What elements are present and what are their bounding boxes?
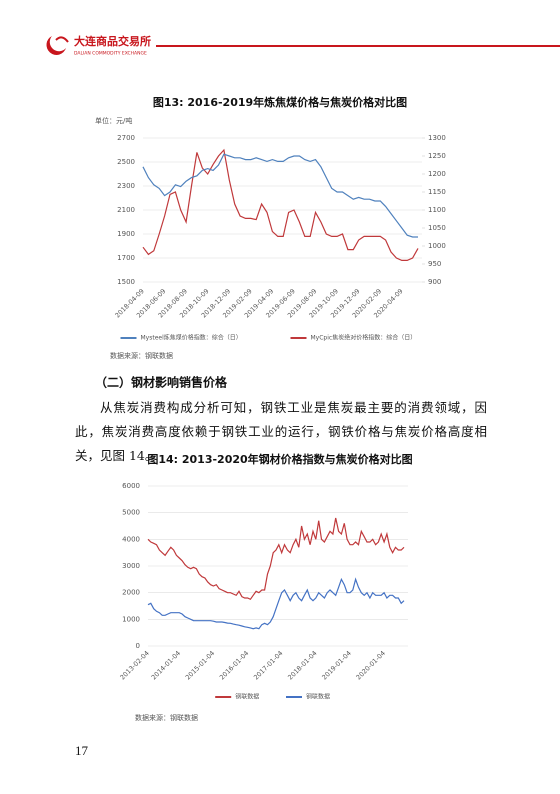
y-tick-label: 5000 <box>122 509 140 517</box>
y-tick-label: 0 <box>136 642 140 650</box>
x-tick-label: 2020-01-04 <box>355 649 387 681</box>
page-number: 17 <box>75 743 89 758</box>
y-tick-label: 1900 <box>117 230 135 238</box>
section-heading: （二）钢材影响销售价格 <box>95 375 228 390</box>
y2-tick-label: 1300 <box>428 134 446 142</box>
x-tick-label: 2019-01-04 <box>320 649 352 681</box>
x-tick-label: 2013-02-04 <box>118 649 150 681</box>
y2-tick-label: 1050 <box>428 224 446 232</box>
y-tick-label: 2300 <box>117 182 135 190</box>
y-tick-label: 2000 <box>122 589 140 597</box>
y-tick-label: 2500 <box>117 158 135 166</box>
y2-tick-label: 900 <box>428 278 441 286</box>
logo <box>46 36 69 55</box>
y2-tick-label: 1200 <box>428 170 446 178</box>
series-line <box>147 517 405 601</box>
source-note: 数据来源：钢联数据 <box>135 713 198 722</box>
legend-label: MyCpic焦炭绝对价格指数：综合（日） <box>311 334 417 342</box>
x-tick-label: 2017-01-04 <box>252 649 284 681</box>
y-tick-label: 2700 <box>117 134 135 142</box>
x-tick-label: 2018-01-04 <box>286 649 318 681</box>
logo-swoosh <box>55 36 69 43</box>
y-tick-label: 4000 <box>122 535 140 543</box>
logo-text: 大连商品交易所 <box>74 34 151 48</box>
series-line <box>142 153 418 238</box>
y-tick-label: 2100 <box>117 206 135 214</box>
legend-label: 钢联数据 <box>235 693 259 701</box>
y2-tick-label: 1150 <box>428 188 446 196</box>
logo-subtext: DALIAN COMMODITY EXCHANGE <box>74 51 147 57</box>
y-tick-label: 6000 <box>122 482 140 490</box>
source-note: 数据来源：钢联数据 <box>110 351 173 360</box>
x-tick-label: 2016-01-04 <box>218 649 250 681</box>
legend-label: Mysteel炼焦煤价格指数：综合（日） <box>141 334 242 342</box>
unit-label: 单位：元/吨 <box>95 116 132 125</box>
figure-caption: 图13: 2016-2019年炼焦煤价格与焦炭价格对比图 <box>153 95 407 109</box>
y2-tick-label: 1100 <box>428 206 446 214</box>
y2-tick-label: 950 <box>428 260 441 268</box>
y-tick-label: 3000 <box>122 562 140 570</box>
figure-caption: 图14: 2013-2020年钢材价格指数与焦炭价格对比图 <box>147 452 412 466</box>
x-tick-label: 2014-01-04 <box>150 649 182 681</box>
y-tick-label: 1700 <box>117 254 135 262</box>
logo-mark <box>46 36 66 55</box>
y2-tick-label: 1000 <box>428 242 446 250</box>
y-tick-label: 1000 <box>122 615 140 623</box>
y2-tick-label: 1250 <box>428 152 446 160</box>
y-tick-label: 1500 <box>117 278 135 286</box>
series-line <box>147 577 405 630</box>
paragraph: 从焦炭消费构成分析可知，钢铁工业是焦炭最主要的消费领域，因此，焦炭消费高度依赖于… <box>75 400 487 463</box>
x-tick-label: 2015-01-04 <box>184 649 216 681</box>
series-line <box>142 148 419 261</box>
legend-label: 钢联数据 <box>306 693 330 701</box>
